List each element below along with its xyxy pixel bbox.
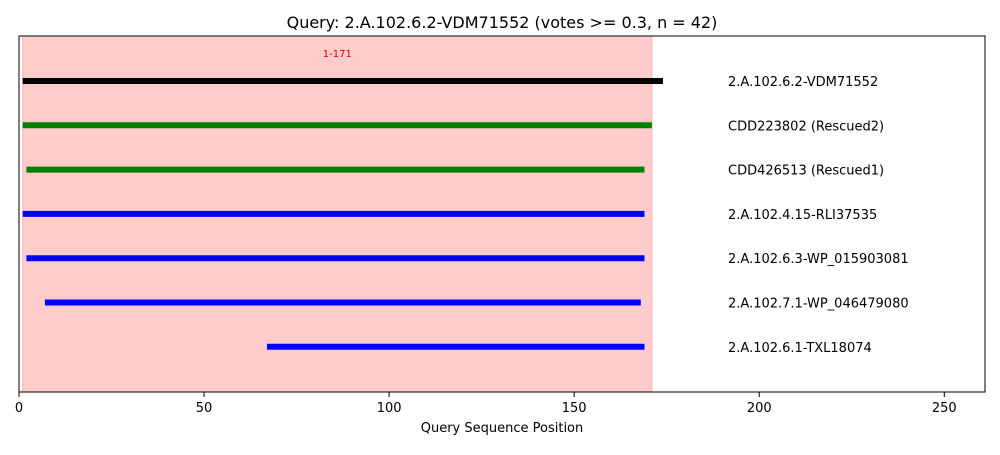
series-label: 2.A.102.7.1-WP_046479080	[728, 297, 909, 312]
x-tick-label: 0	[15, 401, 23, 416]
plot-area: 1-171 2.A.102.6.2-VDM71552 CDD223802 (Resc…	[15, 35, 986, 416]
series-label: 2.A.102.6.2-VDM71552	[728, 75, 878, 90]
highlight-region-label: 1-171	[323, 49, 352, 60]
chart-title: Query: 2.A.102.6.2-VDM71552 (votes >= 0.…	[287, 13, 718, 32]
series-label: 2.A.102.6.1-TXL18074	[728, 341, 872, 356]
x-tick-label: 150	[562, 401, 587, 416]
series-label: CDD223802 (Rescued2)	[728, 119, 884, 134]
x-axis-label: Query Sequence Position	[421, 421, 584, 436]
series-label: CDD426513 (Rescued1)	[728, 164, 884, 179]
plot-frame	[18, 35, 986, 393]
x-tick-label: 250	[932, 401, 957, 416]
series-label: 2.A.102.6.3-WP_015903081	[728, 252, 909, 267]
series-label: 2.A.102.4.15-RLI37535	[728, 208, 877, 223]
x-tick-label: 200	[747, 401, 772, 416]
x-tick-label: 50	[196, 401, 213, 416]
x-tick-label: 100	[377, 401, 402, 416]
